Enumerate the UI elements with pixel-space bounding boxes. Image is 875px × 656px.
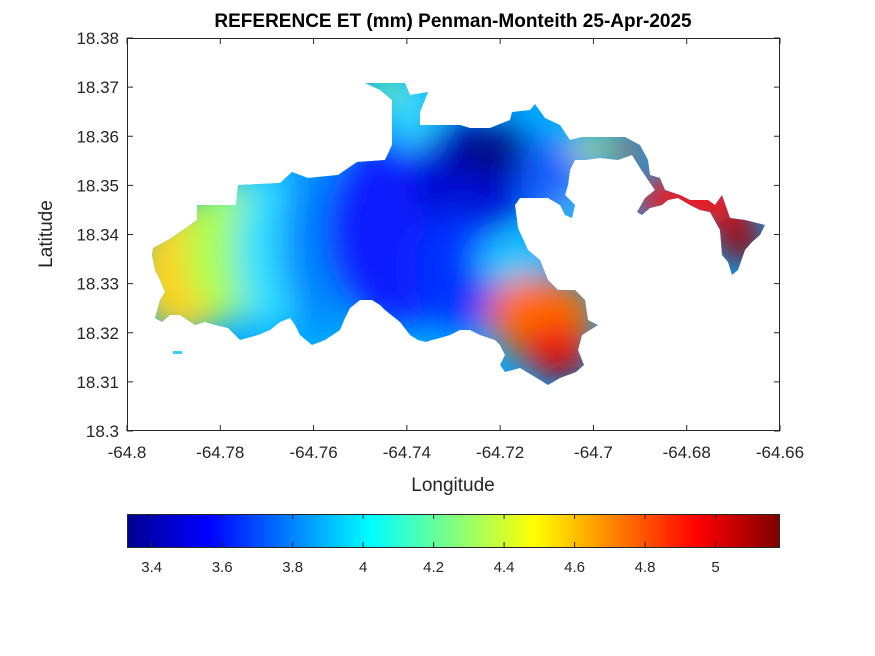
y-tick-label: 18.35 <box>76 176 119 195</box>
colorbar-tick-label: 4.6 <box>564 559 585 576</box>
x-tick-label: -64.72 <box>476 443 524 462</box>
y-axis: 18.3 18.31 18.32 18.33 18.34 18.35 18.36 18.37 1… <box>76 29 780 441</box>
x-tick-label: -64.66 <box>756 443 804 462</box>
colorbar <box>127 514 779 547</box>
y-axis-label: Latitude <box>36 200 57 268</box>
x-axis: -64.8 -64.78 -64.76 -64.74 -64.72 -64.7 -64.68… <box>108 38 804 462</box>
et-map <box>152 83 765 385</box>
x-tick-label: -64.76 <box>289 443 337 462</box>
colorbar-axis: 3.4 3.6 3.8 4 4.2 4.4 4.6 4.8 5 <box>141 514 720 576</box>
x-tick-label: -64.68 <box>663 443 711 462</box>
x-axis-label: Longitude <box>411 475 494 496</box>
chart-title: REFERENCE ET (mm) Penman-Monteith 25-Apr… <box>214 11 692 32</box>
islet-marker <box>173 351 182 354</box>
colorbar-tick-label: 3.8 <box>282 559 303 576</box>
y-tick-label: 18.36 <box>76 127 119 146</box>
y-tick-label: 18.37 <box>76 78 119 97</box>
y-tick-label: 18.32 <box>76 324 119 343</box>
y-tick-label: 18.31 <box>76 373 119 392</box>
colorbar-tick-label: 3.6 <box>212 559 233 576</box>
colorbar-tick-label: 5 <box>711 559 719 576</box>
x-tick-label: -64.8 <box>108 443 147 462</box>
y-tick-label: 18.34 <box>76 226 119 245</box>
x-tick-label: -64.78 <box>196 443 244 462</box>
colorbar-tick-label: 4.2 <box>423 559 444 576</box>
colorbar-tick-label: 4 <box>359 559 367 576</box>
x-tick-label: -64.7 <box>574 443 613 462</box>
y-tick-label: 18.3 <box>86 422 119 441</box>
colorbar-tick-label: 4.8 <box>635 559 656 576</box>
y-tick-label: 18.33 <box>76 275 119 294</box>
x-tick-label: -64.74 <box>383 443 431 462</box>
colorbar-tick-label: 3.4 <box>141 559 162 576</box>
y-tick-label: 18.38 <box>76 29 119 48</box>
colorbar-tick-label: 4.4 <box>494 559 515 576</box>
colorbar-frame <box>127 514 780 548</box>
